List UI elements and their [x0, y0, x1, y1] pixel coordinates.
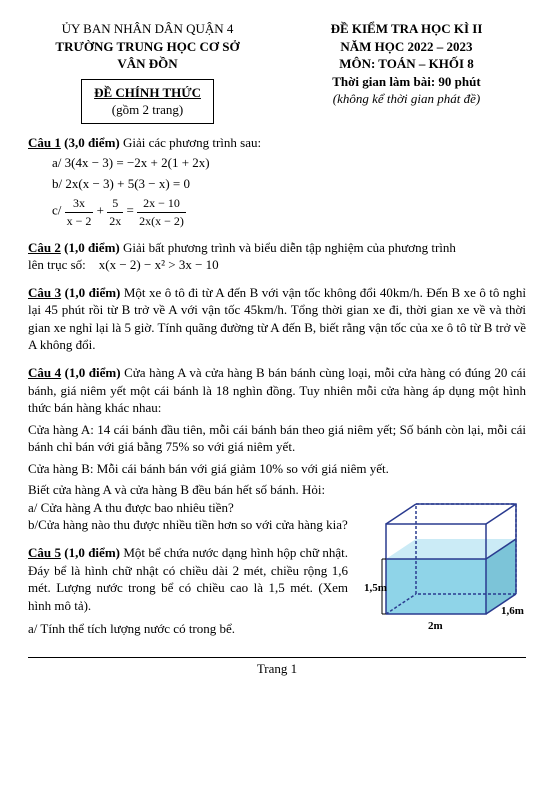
- q1-c: c/ 3x x − 2 + 5 2x = 2x − 10 2x(x − 2): [52, 195, 526, 228]
- label-height: 1,5m: [364, 582, 387, 594]
- q1-c-frac2: 5 2x: [107, 195, 123, 228]
- q1-c-f2-num: 5: [107, 195, 123, 212]
- q2-line2: lên trục số: x(x − 2) − x² > 3x − 10: [28, 256, 526, 274]
- q1-title: Câu 1: [28, 135, 61, 150]
- page-number: Trang 1: [257, 661, 297, 676]
- q4-b: b/Cửa hàng nào thu được nhiều tiền hơn s…: [28, 516, 348, 534]
- label-width: 2m: [428, 620, 443, 632]
- q2-points: (1,0 điểm): [64, 240, 120, 255]
- q5-title: Câu 5: [28, 545, 61, 560]
- q4-title: Câu 4: [28, 365, 61, 380]
- q4-storeA: Cửa hàng A: 14 cái bánh đầu tiên, mỗi cá…: [28, 421, 526, 456]
- official-label: ĐỀ CHÍNH THỨC: [94, 84, 201, 102]
- q1-points: (3,0 điểm): [64, 135, 120, 150]
- question-1: Câu 1 (3,0 điểm) Giải các phương trình s…: [28, 134, 526, 229]
- q2-line2a: lên trục số:: [28, 257, 86, 272]
- water-front-face: [386, 559, 486, 614]
- q2-text: Giải bất phương trình và biểu diễn tập n…: [123, 240, 456, 255]
- q1-a-expr: 3(4x − 3) = −2x + 2(1 + 2x): [65, 155, 210, 170]
- q5-points: (1,0 điểm): [64, 545, 120, 560]
- subject-line: MÔN: TOÁN – KHỐI 8: [287, 55, 526, 73]
- header-right: ĐỀ KIỂM TRA HỌC KÌ II NĂM HỌC 2022 – 202…: [287, 20, 526, 124]
- q1-b-expr: 2x(x − 3) + 5(3 − x) = 0: [65, 176, 190, 191]
- q1-a: a/ 3(4x − 3) = −2x + 2(1 + 2x): [52, 154, 526, 172]
- question-3: Câu 3 (1,0 điểm) Một xe ô tô đi từ A đến…: [28, 284, 526, 354]
- footer: Trang 1: [28, 657, 526, 678]
- q5-a: a/ Tính thể tích lượng nước có trong bể.: [28, 620, 348, 638]
- time-note: (không kể thời gian phát đề): [287, 90, 526, 108]
- question-2: Câu 2 (1,0 điểm) Giải bất phương trình v…: [28, 239, 526, 274]
- header: ỦY BAN NHÂN DÂN QUẬN 4 TRƯỜNG TRUNG HỌC …: [28, 20, 526, 124]
- official-box: ĐỀ CHÍNH THỨC (gồm 2 trang): [81, 79, 214, 124]
- question-4b-and-5-wrap: a/ Cửa hàng A thu được bao nhiêu tiền? b…: [28, 499, 526, 639]
- question-4: Câu 4 (1,0 điểm) Cửa hàng A và cửa hàng …: [28, 364, 526, 499]
- q4-storeB: Cửa hàng B: Mỗi cái bánh bán với giá giả…: [28, 460, 526, 478]
- q2-title: Câu 2: [28, 240, 61, 255]
- q1-text: Giải các phương trình sau:: [123, 135, 261, 150]
- q3-title: Câu 3: [28, 285, 61, 300]
- q1-c-frac3: 2x − 10 2x(x − 2): [137, 195, 186, 228]
- q1-c-frac1: 3x x − 2: [65, 195, 94, 228]
- label-depth: 1,6m: [501, 605, 524, 617]
- q1-c-f3-num: 2x − 10: [137, 195, 186, 212]
- school-line-2: VÂN ĐỒN: [28, 55, 267, 73]
- q1-c-f1-den: x − 2: [65, 213, 94, 229]
- q1-c-label: c/: [52, 203, 61, 218]
- q2-expr: x(x − 2) − x² > 3x − 10: [99, 257, 219, 272]
- q4-points: (1,0 điểm): [65, 365, 121, 380]
- org-line-1: ỦY BAN NHÂN DÂN QUẬN 4: [28, 20, 267, 38]
- question-5: Câu 5 (1,0 điểm) Một bể chứa nước dạng h…: [28, 544, 348, 614]
- year-line: NĂM HỌC 2022 – 2023: [287, 38, 526, 56]
- q4-a: a/ Cửa hàng A thu được bao nhiêu tiền?: [28, 499, 348, 517]
- q1-a-label: a/: [52, 155, 61, 170]
- q1-b-label: b/: [52, 176, 62, 191]
- time-line: Thời gian làm bài: 90 phút: [287, 73, 526, 91]
- q4-ask: Biết cửa hàng A và cửa hàng B đều bán hế…: [28, 481, 526, 499]
- pages-note: (gồm 2 trang): [94, 101, 201, 119]
- box-diagram: 1,5m 2m 1,6m: [356, 499, 526, 639]
- q3-points: (1,0 điểm): [65, 285, 121, 300]
- q1-b: b/ 2x(x − 3) + 5(3 − x) = 0: [52, 175, 526, 193]
- school-line-1: TRƯỜNG TRUNG HỌC CƠ SỞ: [28, 38, 267, 56]
- exam-title: ĐỀ KIỂM TRA HỌC KÌ II: [287, 20, 526, 38]
- q1-c-plus: +: [97, 203, 108, 218]
- q1-c-f2-den: 2x: [107, 213, 123, 229]
- q1-c-f1-num: 3x: [65, 195, 94, 212]
- q1-c-eq: =: [127, 203, 138, 218]
- q1-c-f3-den: 2x(x − 2): [137, 213, 186, 229]
- header-left: ỦY BAN NHÂN DÂN QUẬN 4 TRƯỜNG TRUNG HỌC …: [28, 20, 267, 124]
